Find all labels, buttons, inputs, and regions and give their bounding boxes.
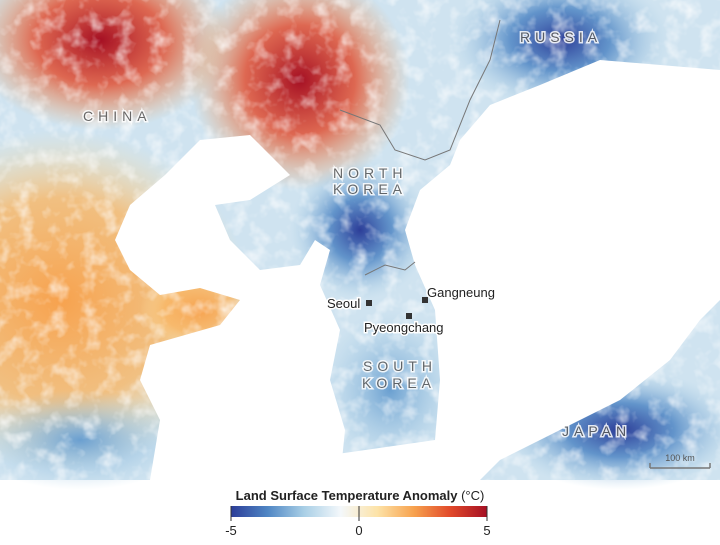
border — [364, 261, 416, 276]
city-label: Seoul — [327, 296, 360, 311]
map: 100 km CHINA RUSSIA NORTH KOREA SOUTH KO… — [0, 0, 720, 490]
city-marker — [422, 297, 428, 303]
legend-unit: (°C) — [461, 488, 484, 503]
legend-tick-label: 5 — [483, 523, 490, 538]
east-sea — [330, 60, 720, 480]
legend-heading: Land Surface Temperature Anomaly (°C) — [236, 488, 485, 503]
country-label: KOREA — [362, 375, 436, 391]
country-label: JAPAN — [562, 423, 631, 439]
city-marker — [366, 300, 372, 306]
country-label: SOUTH — [363, 358, 437, 374]
legend-tick-label: -5 — [225, 523, 237, 538]
legend-tick-label: 0 — [355, 523, 362, 538]
yellow-sea — [115, 135, 345, 480]
country-label: CHINA — [83, 108, 152, 124]
legend: Land Surface Temperature Anomaly (°C) -5… — [225, 488, 490, 538]
city-label: Pyeongchang — [364, 320, 444, 335]
city-label: Gangneung — [427, 285, 495, 300]
border — [339, 19, 501, 161]
legend-title: Land Surface Temperature Anomaly — [236, 488, 459, 503]
scale-label: 100 km — [665, 453, 695, 463]
city-marker — [406, 313, 412, 319]
country-label: KOREA — [333, 181, 407, 197]
country-label: NORTH — [333, 165, 408, 181]
country-label: RUSSIA — [520, 29, 602, 45]
